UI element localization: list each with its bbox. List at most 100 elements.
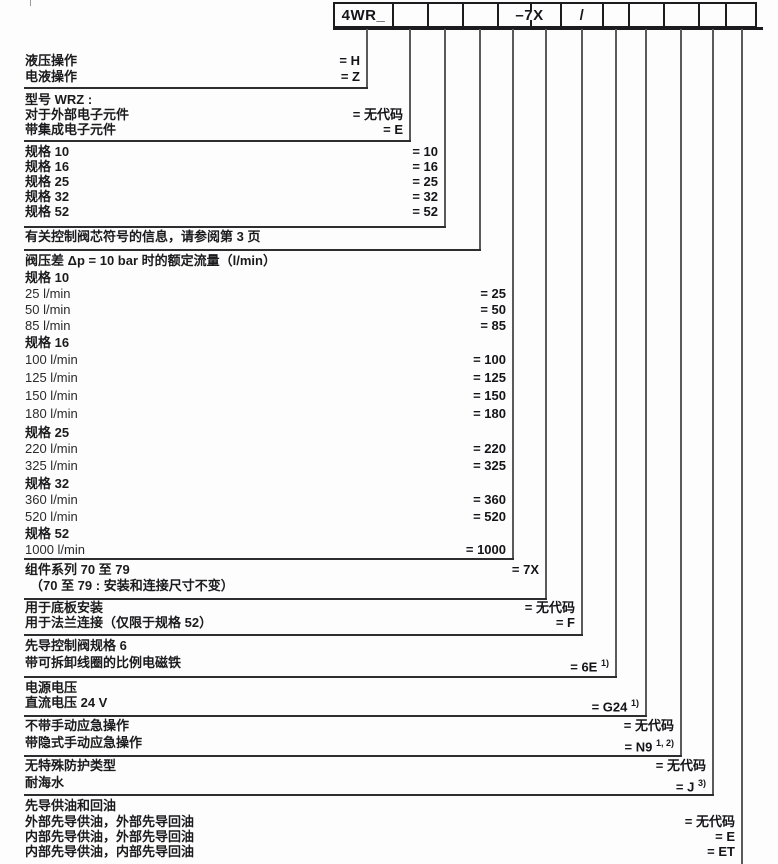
header-cell-4WR: 4WR_ [335,4,394,26]
group-bottom-rule [24,87,368,89]
connector-line [366,29,368,87]
option-row-label: 组件系列 70 至 79 [25,562,130,577]
option-row-label: 外部先导供油，外部先导回油 [25,814,195,829]
option-row-code: = Z [340,69,360,84]
option-row-label: 1000 l/min [25,542,85,557]
option-row-code: = 10 [412,144,438,159]
option-row-code: = 220 [473,441,506,456]
connector-line [479,29,481,249]
option-row-label: 规格 16 [25,335,70,350]
option-row-label: 阀压差 Δp = 10 bar 时的额定流量（l/min） [25,253,276,268]
option-row-code: = 7X [511,562,539,577]
connector-line [645,29,647,715]
option-row-label: 规格 32 [25,476,70,491]
option-row-label: 有关控制阀芯符号的信息，请参阅第 3 页 [25,229,261,244]
header-cell-label: / [579,6,585,24]
option-row-label: 规格 25 [25,425,70,440]
group-bottom-rule [24,558,514,560]
group-bottom-rule [24,634,583,636]
option-row-code: = G24 1) [591,698,639,715]
option-row-label: 85 l/min [25,318,71,333]
option-row-code: = 180 [473,406,506,421]
header-cell-label: 4WR_ [341,6,386,24]
code-footnote-superscript: 1, 2) [655,738,674,748]
option-row-label: 直流电压 24 V [25,695,108,710]
option-row-code: = 无代码 [524,600,575,615]
option-row-label: 50 l/min [25,302,71,317]
option-row-label: 带隐式手动应急操作 [25,735,143,750]
connector-line [712,29,714,794]
dashed-cell-divider [530,20,532,26]
header-cell-empty-2 [429,4,464,26]
option-row-label: 325 l/min [25,458,78,473]
option-row-label: 220 l/min [25,441,78,456]
option-row-code: = J 3) [675,778,706,795]
option-row-label: 带集成电子元件 [25,122,117,137]
option-row-code: = 无代码 [684,814,735,829]
header-cell-empty-8 [665,4,700,26]
code-footnote-superscript: 1) [600,658,609,668]
option-row-code: = 360 [473,492,506,507]
option-row-label: 用于底板安装 [25,600,104,615]
connector-line [680,29,682,755]
option-row-code: = 85 [480,318,506,333]
page-edge-mark [30,0,31,6]
type-code-header-boxes: 4WR_ –7X / [333,2,757,28]
header-cell-empty-3 [464,4,499,26]
option-row-code: = H [339,53,360,68]
connector-line [444,29,446,226]
option-row-code: = 无代码 [655,758,706,773]
option-row-label: 内部先导供油，外部先导回油 [25,829,195,844]
group-bottom-rule [24,249,481,251]
option-row-label: 先导控制阀规格 6 [25,638,127,653]
option-row-code: = 32 [412,189,438,204]
option-row-label: 100 l/min [25,352,78,367]
group-bottom-rule [24,226,446,228]
option-row-code: = N9 1, 2) [624,738,674,755]
option-row-code: = E [383,122,403,137]
group-bottom-rule [24,755,682,757]
option-row-label: 不带手动应急操作 [25,718,130,733]
option-row-label: 电液操作 [25,69,78,84]
header-baseline-rule [333,27,763,30]
connector-line [741,29,743,864]
option-row-label: 25 l/min [25,286,71,301]
option-row-label: （70 至 79 : 安装和连接尺寸不变） [30,578,234,593]
dashed-cell-divider [530,4,532,10]
header-cell-empty-9 [700,4,727,26]
connector-line [409,29,411,140]
header-cell-empty-1 [394,4,429,26]
option-row-code: = 100 [473,352,506,367]
option-row-label: 带可拆卸线圈的比例电磁铁 [25,655,182,670]
option-row-label: 520 l/min [25,509,78,524]
option-row-label: 电源电压 [25,680,78,695]
option-row-label: 180 l/min [25,406,78,421]
option-row-label: 150 l/min [25,388,78,403]
header-cell-label: –7X [515,6,544,24]
option-row-code: = E [715,829,735,844]
option-row-code: = 25 [480,286,506,301]
connector-line [545,29,547,598]
option-row-label: 规格 25 [25,174,70,189]
option-row-label: 规格 10 [25,270,70,285]
option-row-label: 用于法兰连接（仅限于规格 52） [25,615,213,630]
option-row-label: 125 l/min [25,370,78,385]
option-row-label: 耐海水 [25,775,65,790]
option-row-label: 规格 10 [25,144,70,159]
group-bottom-rule [24,794,714,796]
option-row-code: = 50 [480,302,506,317]
header-cell-7X: –7X [499,4,562,26]
option-row-label: 型号 WRZ : [25,92,93,107]
option-row-label: 先导供油和回油 [25,798,117,813]
option-row-label: 规格 16 [25,159,70,174]
connector-line [615,29,617,676]
group-bottom-rule [24,598,547,600]
option-row-label: 液压操作 [25,53,78,68]
option-row-code: = 150 [473,388,506,403]
option-row-code: = 16 [412,159,438,174]
option-row-code: = 325 [473,458,506,473]
group-bottom-rule [24,715,647,717]
option-row-label: 规格 52 [25,526,70,541]
header-cell-empty-10 [727,4,755,26]
group-bottom-rule [24,140,411,142]
